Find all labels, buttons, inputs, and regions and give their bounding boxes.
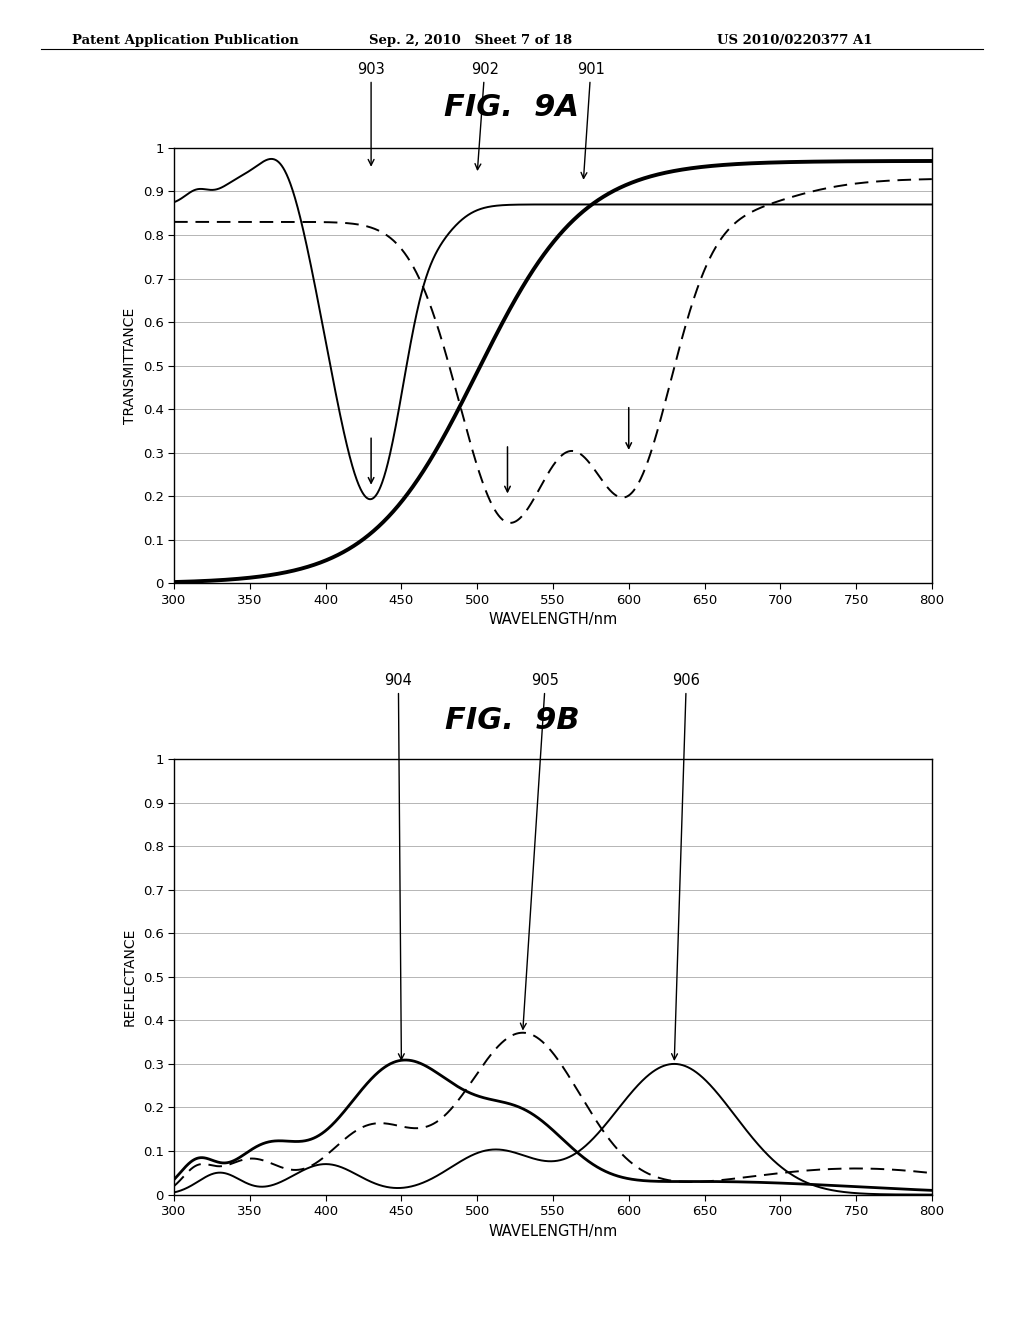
X-axis label: WAVELENGTH/nm: WAVELENGTH/nm <box>488 1224 617 1238</box>
Text: FIG.  9B: FIG. 9B <box>444 706 580 735</box>
Text: 906: 906 <box>672 673 700 1060</box>
X-axis label: WAVELENGTH/nm: WAVELENGTH/nm <box>488 612 617 627</box>
Text: 901: 901 <box>577 62 605 178</box>
Y-axis label: REFLECTANCE: REFLECTANCE <box>123 928 137 1026</box>
Text: 905: 905 <box>520 673 559 1030</box>
Text: 902: 902 <box>471 62 499 170</box>
Text: FIG.  9A: FIG. 9A <box>444 94 580 123</box>
Text: 903: 903 <box>357 62 385 165</box>
Text: Sep. 2, 2010   Sheet 7 of 18: Sep. 2, 2010 Sheet 7 of 18 <box>369 34 571 48</box>
Y-axis label: TRANSMITTANCE: TRANSMITTANCE <box>123 308 137 424</box>
Text: US 2010/0220377 A1: US 2010/0220377 A1 <box>717 34 872 48</box>
Text: Patent Application Publication: Patent Application Publication <box>72 34 298 48</box>
Text: 904: 904 <box>384 673 413 1060</box>
